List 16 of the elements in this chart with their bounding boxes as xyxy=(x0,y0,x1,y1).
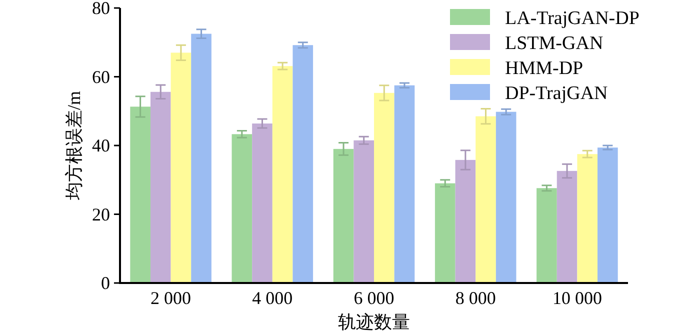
y-tick-label: 0 xyxy=(101,273,110,293)
y-tick-label: 80 xyxy=(92,0,110,18)
x-tick-label: 6 000 xyxy=(354,288,394,308)
x-tick-label: 2 000 xyxy=(150,288,192,308)
y-tick-label: 60 xyxy=(92,66,110,87)
y-tick-label: 20 xyxy=(92,204,110,224)
legend-label: LSTM-GAN xyxy=(505,33,604,54)
legend-label: HMM-DP xyxy=(505,58,584,79)
legend-label: LA-TrajGAN-DP xyxy=(505,8,640,29)
y-axis-title: 均方根误差/m xyxy=(64,90,84,202)
x-tick-label: 8 000 xyxy=(455,288,496,308)
legend-label: DP-TrajGAN xyxy=(505,83,608,104)
x-tick-label: 10 000 xyxy=(552,288,602,308)
x-axis-title: 轨迹数量 xyxy=(338,312,410,332)
y-tick-label: 40 xyxy=(92,136,110,156)
x-tick-label: 4 000 xyxy=(252,288,293,308)
